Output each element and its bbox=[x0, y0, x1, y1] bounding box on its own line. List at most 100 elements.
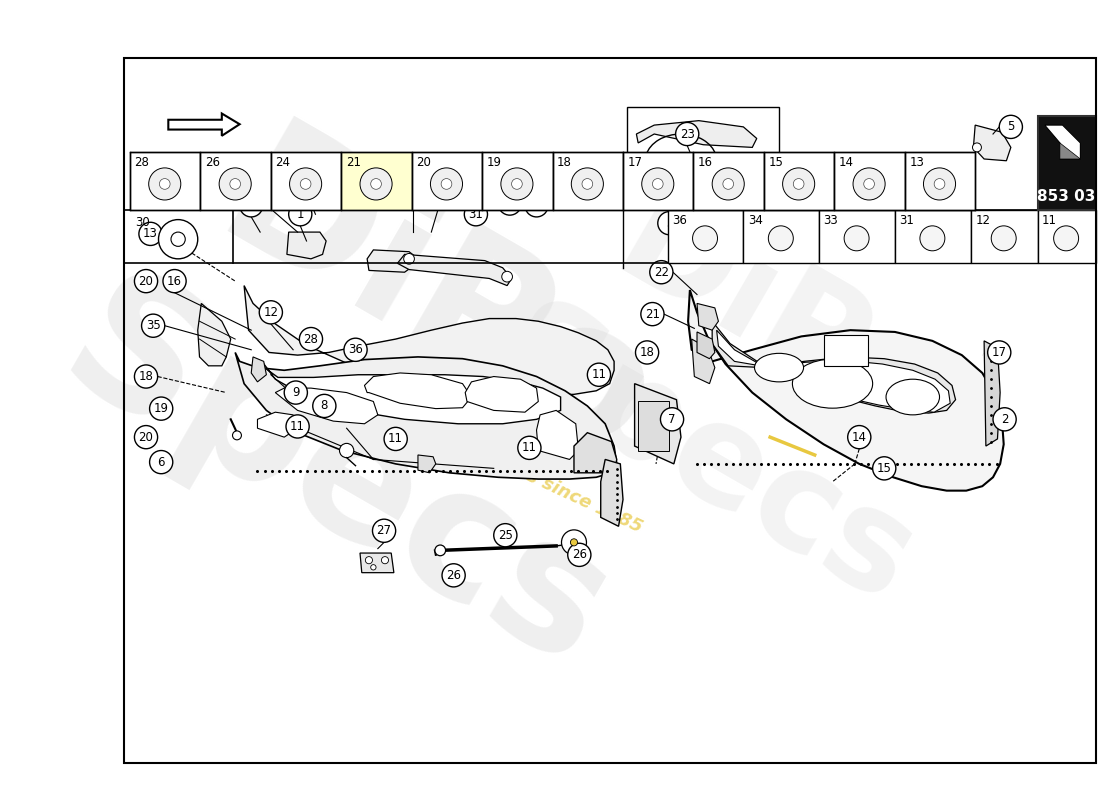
Circle shape bbox=[371, 565, 376, 570]
Circle shape bbox=[139, 167, 162, 190]
Circle shape bbox=[768, 226, 793, 251]
Polygon shape bbox=[418, 455, 436, 473]
Circle shape bbox=[568, 543, 591, 566]
Text: 24: 24 bbox=[499, 162, 515, 174]
Bar bbox=[970, 210, 1037, 263]
Text: 16: 16 bbox=[697, 156, 713, 170]
Polygon shape bbox=[257, 412, 298, 437]
Bar bbox=[744, 210, 820, 263]
Text: 14: 14 bbox=[851, 430, 867, 444]
Text: 20: 20 bbox=[416, 156, 431, 170]
Text: 13: 13 bbox=[143, 227, 158, 240]
Circle shape bbox=[571, 168, 604, 200]
Text: 853 03: 853 03 bbox=[1037, 189, 1096, 204]
Circle shape bbox=[299, 327, 322, 350]
Text: 30: 30 bbox=[431, 190, 446, 203]
Circle shape bbox=[660, 408, 683, 431]
Polygon shape bbox=[235, 353, 617, 479]
Circle shape bbox=[652, 178, 663, 190]
Polygon shape bbox=[244, 286, 614, 395]
Text: 15: 15 bbox=[768, 156, 783, 170]
Circle shape bbox=[852, 168, 886, 200]
Bar bbox=[904, 152, 976, 210]
Circle shape bbox=[373, 519, 396, 542]
Text: 19: 19 bbox=[486, 156, 502, 170]
Polygon shape bbox=[1045, 125, 1080, 159]
Circle shape bbox=[260, 301, 283, 324]
Text: 6: 6 bbox=[157, 456, 165, 469]
Bar bbox=[638, 402, 670, 450]
Circle shape bbox=[561, 530, 586, 555]
Bar bbox=[1037, 116, 1096, 210]
Polygon shape bbox=[984, 341, 1000, 446]
Bar bbox=[895, 210, 970, 263]
Text: 20: 20 bbox=[139, 430, 154, 444]
Polygon shape bbox=[635, 384, 681, 464]
Circle shape bbox=[498, 192, 521, 215]
Text: 20: 20 bbox=[139, 274, 154, 288]
Text: 10: 10 bbox=[143, 172, 158, 185]
Circle shape bbox=[864, 178, 874, 190]
Text: 17: 17 bbox=[992, 346, 1007, 359]
Text: 18: 18 bbox=[639, 346, 654, 359]
Text: 12: 12 bbox=[263, 306, 278, 319]
Bar bbox=[834, 152, 904, 210]
Bar bbox=[271, 152, 341, 210]
Circle shape bbox=[139, 222, 162, 246]
Polygon shape bbox=[716, 330, 950, 412]
Text: 33: 33 bbox=[297, 168, 311, 181]
Bar bbox=[130, 152, 200, 210]
Text: 8: 8 bbox=[321, 399, 328, 413]
Text: 17: 17 bbox=[406, 172, 421, 185]
Bar bbox=[627, 107, 779, 197]
Polygon shape bbox=[689, 290, 1003, 490]
Text: 26: 26 bbox=[205, 156, 220, 170]
Circle shape bbox=[288, 202, 312, 226]
Text: 34: 34 bbox=[257, 186, 272, 198]
Polygon shape bbox=[697, 303, 718, 330]
Circle shape bbox=[170, 232, 185, 246]
Circle shape bbox=[518, 436, 541, 459]
Circle shape bbox=[1054, 226, 1079, 251]
Text: 18: 18 bbox=[557, 156, 572, 170]
Text: 9: 9 bbox=[293, 386, 299, 399]
Polygon shape bbox=[465, 377, 538, 412]
Text: 11: 11 bbox=[1042, 214, 1057, 227]
Text: 11: 11 bbox=[529, 199, 544, 212]
Text: 17: 17 bbox=[627, 156, 642, 170]
Circle shape bbox=[442, 564, 465, 587]
Circle shape bbox=[972, 143, 981, 152]
Circle shape bbox=[777, 176, 800, 199]
Circle shape bbox=[999, 115, 1022, 138]
Text: 33: 33 bbox=[824, 214, 838, 227]
Ellipse shape bbox=[792, 359, 872, 408]
Bar bbox=[668, 210, 744, 263]
Circle shape bbox=[571, 538, 578, 546]
Text: 11: 11 bbox=[388, 433, 404, 446]
Polygon shape bbox=[692, 339, 715, 384]
Circle shape bbox=[163, 270, 186, 293]
Circle shape bbox=[134, 365, 157, 388]
Polygon shape bbox=[712, 322, 956, 413]
Circle shape bbox=[740, 195, 763, 218]
Text: 13: 13 bbox=[910, 156, 924, 170]
Text: 35: 35 bbox=[146, 319, 161, 332]
Circle shape bbox=[150, 397, 173, 420]
Text: 25: 25 bbox=[498, 529, 513, 542]
Circle shape bbox=[924, 168, 956, 200]
Bar bbox=[824, 334, 868, 366]
Text: 16: 16 bbox=[167, 274, 183, 288]
Text: 11: 11 bbox=[521, 442, 537, 454]
Text: 19: 19 bbox=[503, 197, 517, 210]
Bar bbox=[1037, 210, 1096, 263]
Polygon shape bbox=[367, 250, 420, 272]
Circle shape bbox=[384, 427, 407, 450]
Circle shape bbox=[150, 450, 173, 474]
Circle shape bbox=[712, 168, 745, 200]
Circle shape bbox=[289, 168, 321, 200]
Bar bbox=[552, 152, 623, 210]
Circle shape bbox=[371, 178, 382, 190]
Circle shape bbox=[793, 178, 804, 190]
Text: 23: 23 bbox=[680, 127, 694, 141]
Text: 28: 28 bbox=[134, 156, 150, 170]
